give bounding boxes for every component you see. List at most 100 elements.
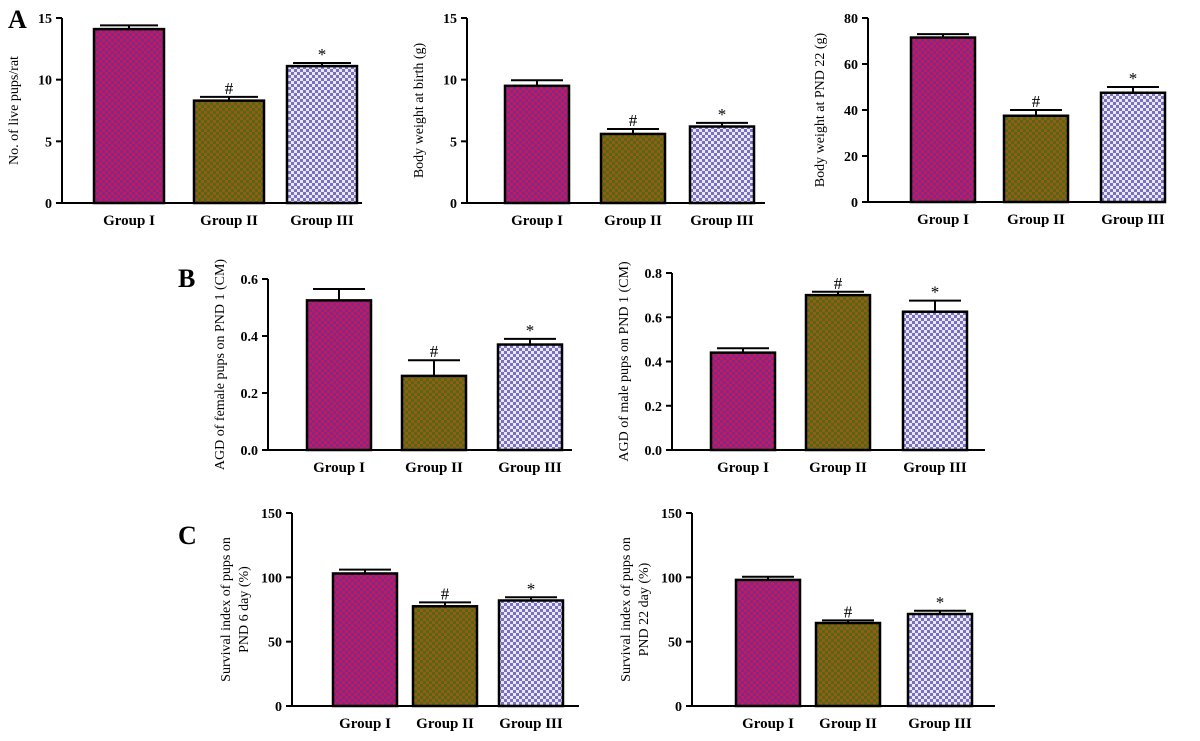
chart-live-pups: 0 5 10 15 No. of live pups/rat Group I # Group … — [7, 12, 362, 229]
agd-male-category-label: Group I — [717, 460, 769, 476]
agd-male-category-label: Group II — [809, 460, 867, 476]
chart-survival-pnd6: 0 50 100 150 Survival index of pups on PND 6 … — [219, 507, 579, 732]
chart-weight-pnd22: 0 20 40 60 80 Body weight at PND 22 (g) Group … — [813, 12, 1167, 228]
agd-female-sig-mark: * — [526, 321, 535, 340]
agd-female-ytick-label: 0.4 — [241, 330, 259, 345]
agd-female-ylabel: AGD of female pups on PND 1 (CM) — [213, 259, 228, 470]
survival-pnd22-bar-2 — [814, 621, 882, 708]
survival-pnd22-category-label: Group II — [819, 716, 877, 732]
agd-male-bar-3 — [901, 310, 969, 452]
survival-pnd6-ytick-label: 150 — [261, 507, 282, 522]
agd-male-bar-1 — [709, 351, 777, 452]
survival-pnd22-sig-mark: * — [936, 593, 945, 612]
survival-pnd6-ylabel-line-1: Survival index of pups on — [219, 537, 234, 682]
agd-female-ytick-label: 0.0 — [241, 444, 259, 459]
survival-pnd22-bar-3 — [906, 612, 974, 708]
agd-female-bar-1 — [305, 299, 373, 452]
weight-pnd22-sig-mark: * — [1129, 69, 1138, 88]
agd-male-bar-2 — [804, 293, 872, 452]
chart-weight-birth: 0 5 10 15 Body weight at birth (g) Group I # Gr… — [412, 12, 765, 229]
weight-birth-category-label: Group III — [690, 213, 754, 229]
live-pups-category-label: Group I — [103, 213, 155, 229]
survival-pnd6-sig-mark: * — [527, 579, 536, 598]
agd-female-sig-mark: # — [430, 342, 439, 361]
weight-birth-ytick-label: 0 — [450, 197, 457, 212]
survival-pnd6-category-label: Group II — [416, 716, 474, 732]
agd-male-ytick-label: 0.2 — [645, 400, 663, 415]
weight-pnd22-ytick-label: 0 — [851, 196, 858, 211]
weight-birth-ytick-label: 5 — [450, 135, 457, 150]
survival-pnd22-bar-1 — [734, 578, 802, 708]
weight-birth-ylabel: Body weight at birth (g) — [412, 43, 427, 179]
chart-agd-male: 0.0 0.2 0.4 0.6 0.8 AGD of male pups on PND 1… — [617, 261, 985, 476]
weight-pnd22-category-label: Group I — [917, 212, 969, 228]
agd-male-ytick-label: 0.6 — [645, 311, 663, 326]
live-pups-bar-3 — [285, 64, 359, 205]
weight-pnd22-bar-1 — [909, 36, 977, 204]
survival-pnd6-ytick-label: 0 — [275, 700, 282, 715]
survival-pnd22-category-label: Group III — [908, 716, 972, 732]
weight-birth-ytick-label: 10 — [443, 74, 457, 89]
agd-female-bar-2 — [400, 374, 468, 452]
weight-pnd22-bar-2 — [1002, 114, 1070, 204]
chart-agd-female: 0.0 0.2 0.4 0.6 AGD of female pups on PND 1 … — [213, 259, 572, 476]
live-pups-ytick-label: 10 — [38, 74, 52, 89]
survival-pnd22-ytick-label: 150 — [661, 507, 682, 522]
panel-letter-a: A — [8, 5, 27, 34]
agd-male-ylabel: AGD of male pups on PND 1 (CM) — [617, 261, 632, 462]
weight-birth-bar-2 — [599, 132, 667, 205]
weight-pnd22-bar-3 — [1099, 91, 1167, 204]
weight-birth-sig-mark: * — [718, 105, 727, 124]
survival-pnd22-ytick-label: 0 — [675, 700, 682, 715]
live-pups-ylabel: No. of live pups/rat — [7, 56, 22, 165]
survival-pnd6-category-label: Group III — [499, 716, 563, 732]
live-pups-category-label: Group III — [290, 213, 354, 229]
survival-pnd22-category-label: Group I — [742, 716, 794, 732]
survival-pnd6-category-label: Group I — [339, 716, 391, 732]
survival-pnd6-ylabel-line-2: PND 6 day (%) — [237, 566, 252, 653]
survival-pnd22-ylabel-line-1: Survival index of pups on — [619, 537, 634, 682]
agd-male-ytick-label: 0.4 — [645, 356, 663, 371]
weight-pnd22-ylabel: Body weight at PND 22 (g) — [813, 32, 828, 187]
survival-pnd22-sig-mark: # — [844, 602, 853, 621]
weight-birth-category-label: Group I — [511, 213, 563, 229]
survival-pnd6-bar-1 — [331, 572, 399, 708]
agd-male-category-label: Group III — [903, 460, 967, 476]
weight-pnd22-category-label: Group II — [1007, 212, 1065, 228]
weight-birth-bar-3 — [688, 125, 756, 205]
live-pups-ytick-label: 0 — [45, 197, 52, 212]
survival-pnd6-bar-2 — [411, 605, 479, 708]
survival-pnd22-ylabel-line-2: PND 22 day (%) — [637, 562, 652, 656]
agd-female-category-label: Group II — [405, 460, 463, 476]
agd-female-ytick-label: 0.6 — [241, 273, 259, 288]
weight-pnd22-ytick-label: 60 — [844, 58, 858, 73]
live-pups-ytick-label: 5 — [45, 135, 52, 150]
agd-male-sig-mark: * — [931, 283, 940, 302]
live-pups-ytick-label: 15 — [38, 12, 52, 27]
survival-pnd6-ytick-label: 50 — [268, 636, 282, 651]
weight-pnd22-ytick-label: 20 — [844, 150, 858, 165]
survival-pnd6-ytick-label: 100 — [261, 571, 282, 586]
live-pups-bar-1 — [92, 27, 166, 205]
agd-female-category-label: Group III — [498, 460, 562, 476]
weight-pnd22-category-label: Group III — [1101, 212, 1165, 228]
weight-birth-ytick-label: 15 — [443, 12, 457, 27]
panel-letter-c: C — [178, 521, 197, 550]
agd-female-ytick-label: 0.2 — [241, 387, 259, 402]
panel-letter-b: B — [178, 264, 195, 293]
weight-birth-category-label: Group II — [604, 213, 662, 229]
survival-pnd6-bar-3 — [497, 599, 565, 708]
live-pups-bar-2 — [192, 99, 266, 205]
weight-birth-sig-mark: # — [629, 111, 638, 130]
agd-male-ytick-label: 0.0 — [645, 444, 663, 459]
chart-survival-pnd22: 0 50 100 150 Survival index of pups on PND 22… — [619, 507, 995, 732]
survival-pnd22-ytick-label: 50 — [668, 636, 682, 651]
weight-birth-bar-1 — [503, 84, 571, 205]
live-pups-sig-mark: * — [318, 45, 327, 64]
weight-pnd22-sig-mark: # — [1032, 92, 1041, 111]
weight-pnd22-ytick-label: 40 — [844, 104, 858, 119]
survival-pnd22-ytick-label: 100 — [661, 571, 682, 586]
survival-pnd6-sig-mark: # — [441, 584, 450, 603]
live-pups-sig-mark: # — [225, 79, 234, 98]
